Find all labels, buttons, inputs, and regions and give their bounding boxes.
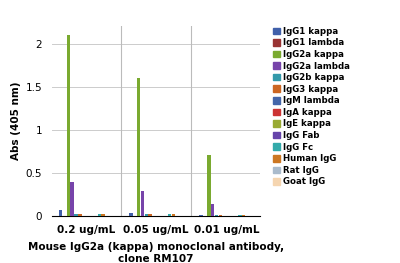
Bar <box>172 214 175 216</box>
Bar <box>78 214 82 216</box>
Bar <box>219 215 222 216</box>
Bar <box>101 214 105 216</box>
X-axis label: Mouse IgG2a (kappa) monoclonal antibody,
clone RM107: Mouse IgG2a (kappa) monoclonal antibody,… <box>28 242 284 263</box>
Bar <box>207 155 211 216</box>
Bar <box>141 191 144 216</box>
Bar <box>59 210 62 216</box>
Bar <box>211 204 214 216</box>
Bar <box>137 78 140 216</box>
Y-axis label: Abs (405 nm): Abs (405 nm) <box>12 82 22 160</box>
Bar <box>148 214 152 216</box>
Legend: IgG1 kappa, IgG1 lambda, IgG2a kappa, IgG2a lambda, IgG2b kappa, IgG3 kappa, IgM: IgG1 kappa, IgG1 lambda, IgG2a kappa, Ig… <box>273 27 350 186</box>
Bar <box>98 214 101 216</box>
Bar <box>238 215 242 216</box>
Bar <box>66 35 70 216</box>
Bar <box>242 215 246 216</box>
Bar <box>200 215 203 216</box>
Bar <box>215 215 218 216</box>
Bar <box>144 214 148 216</box>
Bar <box>129 213 133 216</box>
Bar <box>168 214 171 216</box>
Bar <box>74 214 78 216</box>
Bar <box>70 182 74 216</box>
